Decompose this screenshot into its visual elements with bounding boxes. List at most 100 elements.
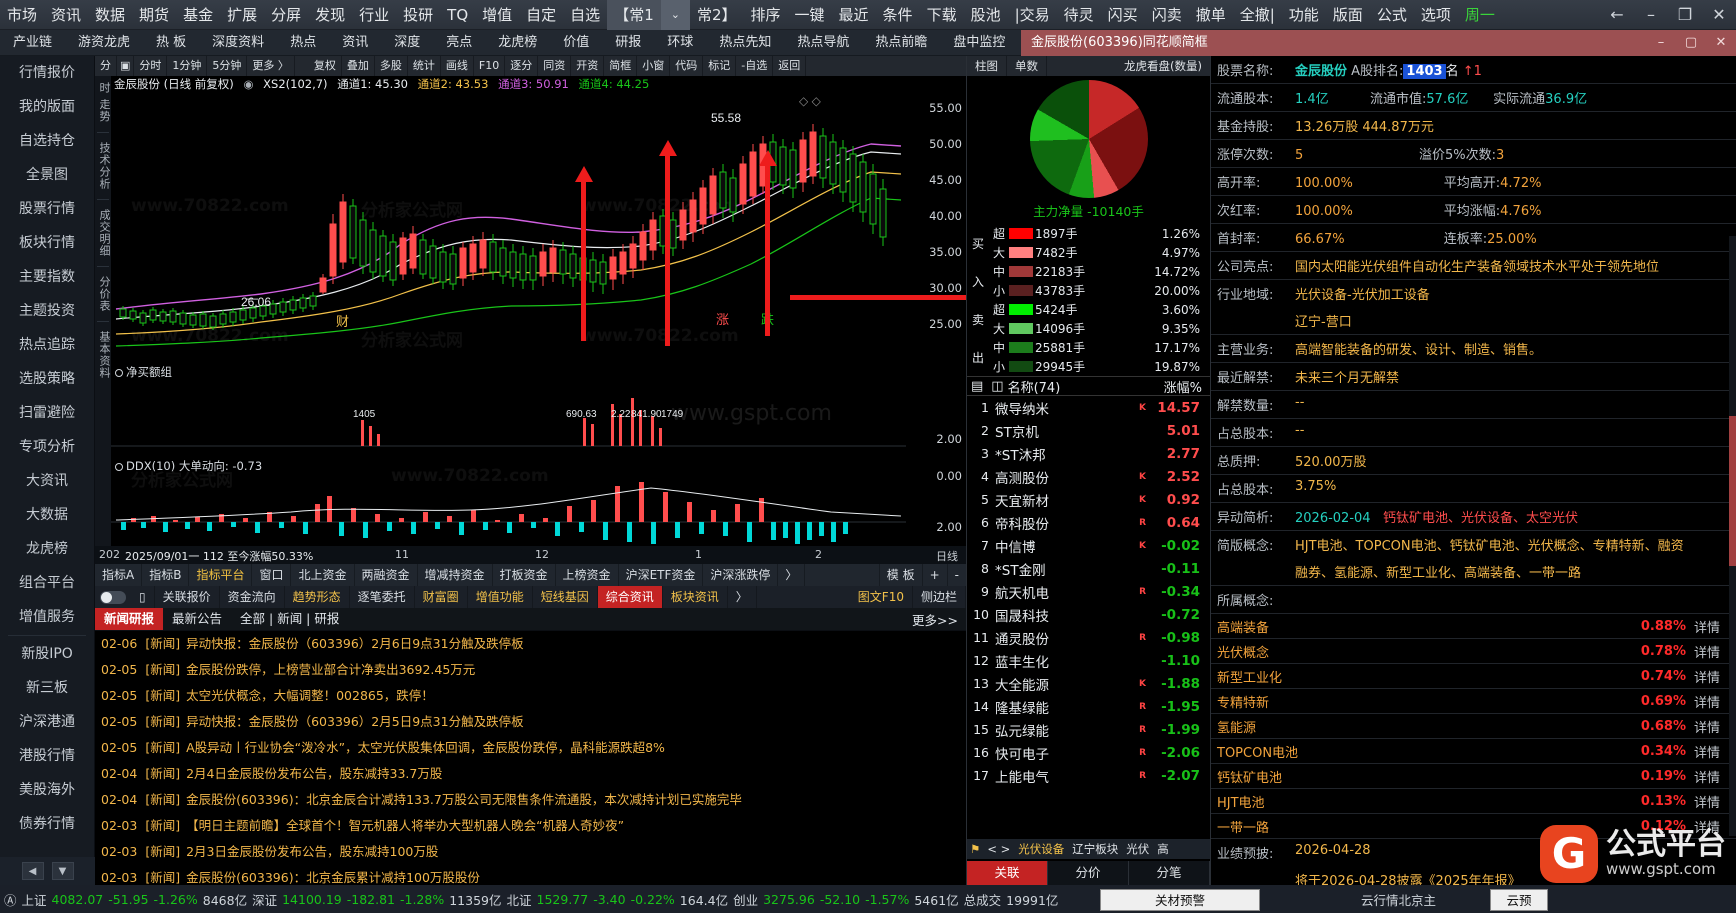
- sidebar-item-mainindex[interactable]: 主要指数: [19, 269, 75, 285]
- subnav-item-9[interactable]: 价值: [563, 34, 590, 50]
- list-item[interactable]: 15 弘元绿能 R -1.99: [967, 718, 1210, 741]
- sidebar-toggle-button[interactable]: 侧边栏: [913, 586, 966, 608]
- concept-name[interactable]: HJT电池: [1217, 795, 1265, 811]
- tab-wealth-circle[interactable]: 财富圈: [415, 586, 468, 608]
- concept-detail-link[interactable]: 详情: [1694, 695, 1721, 711]
- concept-row[interactable]: 高端装备 0.88% 详情: [1211, 614, 1736, 639]
- toolbar-more[interactable]: 更多 〉: [247, 56, 295, 76]
- tab-next-arrow-icon-2[interactable]: 〉: [728, 586, 757, 608]
- footer-tab-liaoning[interactable]: 辽宁板块: [1072, 842, 1119, 856]
- subnav-item-15[interactable]: 盘中监控: [953, 34, 1006, 50]
- sidebar-item-hottrack[interactable]: 热点追踪: [19, 337, 75, 353]
- toolbar-multistock[interactable]: 多股: [375, 56, 408, 76]
- concept-row[interactable]: 专精特新 0.69% 详情: [1211, 689, 1736, 714]
- tab-price-levels[interactable]: 分价: [1048, 861, 1129, 885]
- price-chart-area[interactable]: www.70822.com 分析家公式网 www.70822.com www.7…: [111, 76, 966, 546]
- news-row[interactable]: 02-03 [新闻] 【明日主题前瞻】全球首个！智元机器人将举办大型机器人晚会“机器…: [95, 813, 966, 839]
- single-count-tab[interactable]: 单数: [1007, 56, 1047, 76]
- tab-comprehensive-news[interactable]: 综合资讯: [597, 586, 663, 608]
- tab-ticks[interactable]: 分笔: [1129, 861, 1210, 885]
- list-item[interactable]: 11 通灵股份 R -0.98: [967, 626, 1210, 649]
- prev-next-icon[interactable]: < >: [987, 842, 1011, 856]
- strip-label-technical[interactable]: 技术分析: [98, 141, 111, 190]
- toolbar-openfund[interactable]: 开资: [571, 56, 605, 76]
- list-item[interactable]: 8 *ST金刚 -0.11: [967, 557, 1210, 580]
- sidebar-item-mylayout[interactable]: 我的版面: [19, 99, 75, 115]
- sidebar-prev-button[interactable]: ◀: [21, 862, 44, 880]
- sidebar-item-bondquotes[interactable]: 债券行情: [19, 816, 75, 832]
- toolbar-simpleframe[interactable]: 简框: [604, 56, 638, 76]
- list-item[interactable]: 4 高测股份 K 2.52: [967, 465, 1210, 488]
- minimize-icon[interactable]: –: [1647, 4, 1655, 24]
- list-item[interactable]: 10 国晟科技 -0.72: [967, 603, 1210, 626]
- menu-item-4[interactable]: 基金: [183, 5, 214, 24]
- subnav-item-3[interactable]: 深度资料: [212, 34, 265, 50]
- bar-chart-tab[interactable]: 柱图: [967, 56, 1007, 76]
- list-item[interactable]: 9 航天机电 R -0.34: [967, 580, 1210, 603]
- sidebar-item-themeinvest[interactable]: 主题投资: [19, 303, 75, 319]
- toolbar-5min[interactable]: 5分钟: [207, 56, 248, 76]
- news-row[interactable]: 02-04 [新闻] 金辰股份(603396)：北京金辰合计减持133.7万股公司无…: [95, 787, 966, 813]
- restore-icon[interactable]: ❐: [1677, 4, 1693, 24]
- alert-tooltip[interactable]: 关材预警: [1100, 889, 1260, 911]
- subnav-item-13[interactable]: 热点导航: [797, 34, 850, 50]
- flag-icon[interactable]: ⚑: [970, 842, 981, 856]
- strip-label-trend[interactable]: 时 走势: [98, 82, 111, 123]
- list-item[interactable]: 3 *ST沐邦 2.77: [967, 442, 1210, 465]
- menu-item-trade[interactable]: |交易: [1014, 5, 1050, 24]
- list-item[interactable]: 12 蓝丰生化 -1.10: [967, 649, 1210, 672]
- tab-indicator-platform[interactable]: 指标平台: [189, 564, 253, 586]
- menu-item-formula[interactable]: 公式: [1376, 5, 1407, 24]
- subnav-item-10[interactable]: 研报: [615, 34, 642, 50]
- strip-label-pricetable[interactable]: 分价表: [98, 275, 111, 312]
- concept-detail-link[interactable]: 详情: [1694, 670, 1721, 686]
- toolbar-drawline[interactable]: 画线: [441, 56, 474, 76]
- toolbar-byminute[interactable]: 逐分: [505, 56, 539, 76]
- concept-row[interactable]: TOPCON电池 0.34% 详情: [1211, 739, 1736, 764]
- sidebar-item-news[interactable]: 大资讯: [26, 473, 68, 489]
- sidebar-item-neeq[interactable]: 新三板: [26, 680, 68, 696]
- sidebar-item-usquotes[interactable]: 美股海外: [19, 782, 75, 798]
- menu-item-download[interactable]: 下载: [926, 5, 957, 24]
- menu-item-cancel[interactable]: 撤单: [1195, 5, 1226, 24]
- news-row[interactable]: 02-05 [新闻] 异动快报：金辰股份（603396）2月5日9点31分触及跌停板: [95, 709, 966, 735]
- status-circle-icon[interactable]: Ⓐ: [4, 892, 17, 908]
- menu-item-8[interactable]: 行业: [359, 5, 390, 24]
- list-item[interactable]: 5 天宜新材 K 0.92: [967, 488, 1210, 511]
- window-close-icon[interactable]: ✕: [1715, 35, 1727, 50]
- menu-item-5[interactable]: 扩展: [227, 5, 258, 24]
- subnav-item-4[interactable]: 热点: [290, 34, 317, 50]
- tab-order-by-order[interactable]: 逐笔委托: [350, 586, 415, 608]
- news-list[interactable]: 02-06 [新闻] 异动快报：金辰股份（603396）2月6日9点31分触及跌停板…: [95, 631, 966, 885]
- tab-margin-fund[interactable]: 两融资金: [355, 564, 418, 586]
- subnav-item-12[interactable]: 热点先知: [719, 34, 772, 50]
- sidebar-item-quotes[interactable]: 行情报价: [19, 65, 75, 81]
- tab-value-added[interactable]: 增值功能: [468, 586, 533, 608]
- concept-name[interactable]: 高端装备: [1217, 620, 1270, 636]
- back-arrow-icon[interactable]: ←: [1610, 4, 1624, 24]
- list-col-name[interactable]: 名称(74): [1007, 380, 1061, 396]
- list-item[interactable]: 2 ST京机 5.01: [967, 419, 1210, 442]
- cloud-alert-tooltip[interactable]: 云预: [1490, 889, 1548, 911]
- sidebar-next-button[interactable]: ▼: [51, 862, 74, 880]
- subnav-item-14[interactable]: 热点前瞻: [875, 34, 928, 50]
- concept-name[interactable]: TOPCON电池: [1217, 745, 1299, 761]
- subnav-item-6[interactable]: 深度: [394, 34, 421, 50]
- menu-item-1[interactable]: 资讯: [51, 5, 82, 24]
- menu-item-sort[interactable]: 排序: [750, 5, 781, 24]
- subnav-item-8[interactable]: 龙虎榜: [498, 34, 538, 50]
- menu-item-onekey[interactable]: 一键: [794, 5, 825, 24]
- toolbar-return[interactable]: 返回: [773, 56, 807, 76]
- sidebar-item-panorama[interactable]: 全景图: [26, 167, 68, 183]
- news-row[interactable]: 02-03 [新闻] 金辰股份(603396)：北京金辰累计减持100万股股份: [95, 865, 966, 885]
- concept-detail-link[interactable]: 详情: [1694, 770, 1721, 786]
- toolbar-mark[interactable]: 标记: [703, 56, 737, 76]
- menu-item-3[interactable]: 期货: [139, 5, 170, 24]
- concept-detail-link[interactable]: 详情: [1694, 645, 1721, 661]
- news-row[interactable]: 02-05 [新闻] 太空光伏概念，大幅调整！002865，跌停！: [95, 683, 966, 709]
- sidebar-item-stockquotes[interactable]: 股票行情: [19, 201, 75, 217]
- tab-related-quotes[interactable]: 关联报价: [155, 586, 220, 608]
- sidebar-item-valueservice[interactable]: 增值服务: [19, 609, 75, 625]
- concept-row[interactable]: 光伏概念 0.78% 详情: [1211, 639, 1736, 664]
- list-col-change[interactable]: 涨幅%: [1163, 380, 1202, 396]
